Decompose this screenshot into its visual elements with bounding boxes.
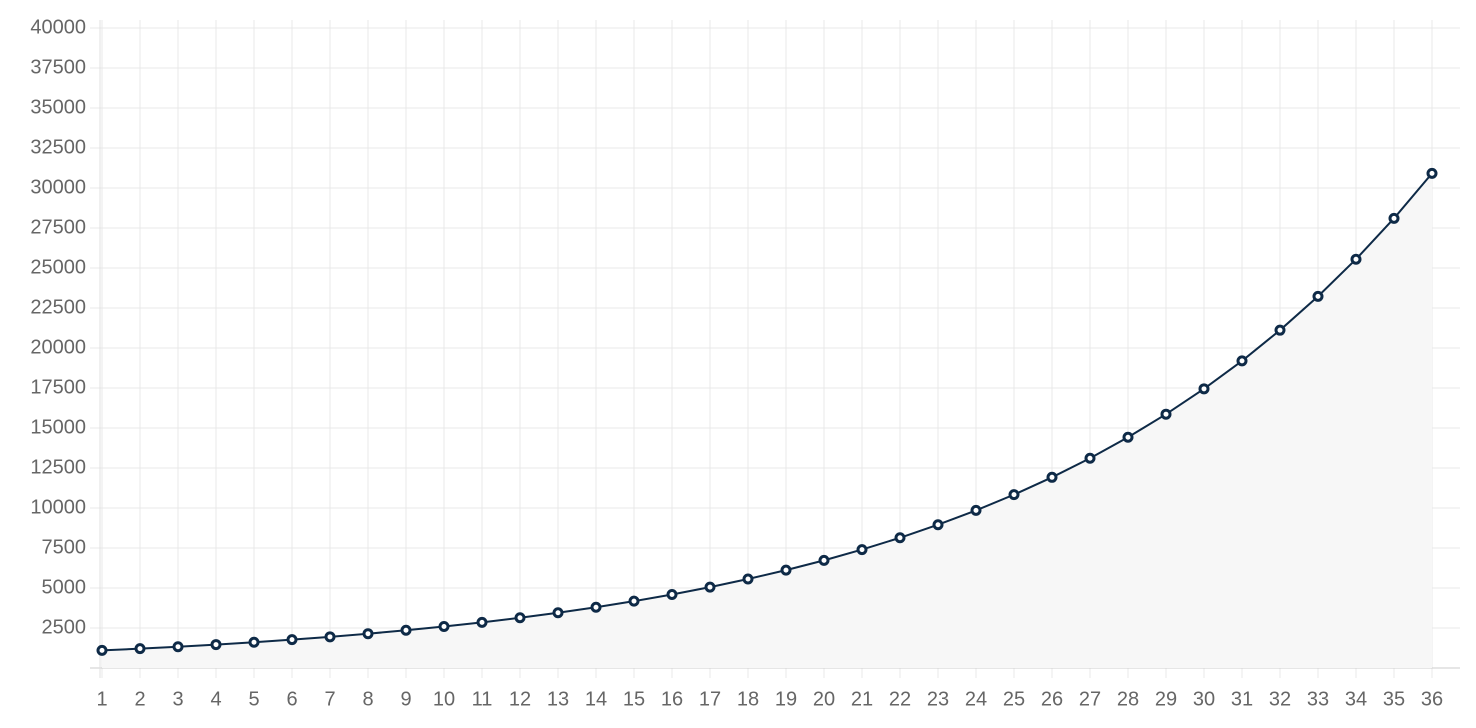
x-tick-label: 1 <box>96 688 107 710</box>
point <box>1122 431 1134 443</box>
point <box>1350 253 1362 265</box>
x-tick-label: 26 <box>1041 688 1063 710</box>
x-tick-label: 6 <box>286 688 297 710</box>
point <box>590 601 602 613</box>
x-tick-label: 30 <box>1193 688 1215 710</box>
y-tick-label: 17500 <box>30 376 86 398</box>
y-tick-label: 2500 <box>42 616 87 638</box>
area <box>102 173 1432 668</box>
x-tick-label: 27 <box>1079 688 1101 710</box>
x-tick-label: 11 <box>472 688 493 710</box>
point <box>628 595 640 607</box>
y-tick-label: 12500 <box>30 456 86 478</box>
y-tick-label: 35000 <box>30 96 86 118</box>
point <box>1046 471 1058 483</box>
x-tick-label: 28 <box>1117 688 1139 710</box>
y-tick-label: 7500 <box>42 536 87 558</box>
point <box>362 628 374 640</box>
point <box>1388 212 1400 224</box>
point <box>552 607 564 619</box>
point <box>742 573 754 585</box>
point <box>96 644 108 656</box>
point <box>894 532 906 544</box>
point <box>1236 355 1248 367</box>
x-tick-label: 8 <box>362 688 373 710</box>
x-tick-label: 18 <box>737 688 759 710</box>
point <box>932 519 944 531</box>
y-tick-label: 10000 <box>30 496 86 518</box>
x-tick-label: 5 <box>248 688 259 710</box>
x-tick-label: 31 <box>1231 688 1253 710</box>
line <box>101 172 1433 652</box>
y-tick-label: 20000 <box>30 336 86 358</box>
point <box>1008 489 1020 501</box>
point <box>286 634 298 646</box>
x-tick-label: 29 <box>1155 688 1177 710</box>
x-tick-label: 13 <box>547 688 569 710</box>
point <box>248 636 260 648</box>
y-tick-label: 40000 <box>30 16 86 38</box>
x-tick-label: 20 <box>813 688 835 710</box>
y-tick-label: 32500 <box>30 136 86 158</box>
x-tick-label: 25 <box>1003 688 1025 710</box>
point <box>438 620 450 632</box>
x-tick-label: 32 <box>1269 688 1291 710</box>
point <box>210 639 222 651</box>
point <box>704 581 716 593</box>
x-tick-label: 33 <box>1307 688 1329 710</box>
x-tick-label: 24 <box>965 688 987 710</box>
point <box>780 564 792 576</box>
x-tick-label: 12 <box>509 688 531 710</box>
point <box>1198 383 1210 395</box>
point <box>172 641 184 653</box>
x-tick-label: 4 <box>210 688 221 710</box>
point <box>400 624 412 636</box>
x-tick-label: 34 <box>1345 688 1367 710</box>
point <box>666 588 678 600</box>
y-tick-label: 5000 <box>42 576 87 598</box>
x-tick-label: 36 <box>1421 688 1443 710</box>
y-tick-label: 15000 <box>30 416 86 438</box>
y-tick-label: 27500 <box>30 216 86 238</box>
point <box>1426 167 1438 179</box>
x-tick-label: 16 <box>661 688 683 710</box>
point <box>514 612 526 624</box>
x-tick-label: 35 <box>1383 688 1405 710</box>
x-tick-label: 19 <box>775 688 797 710</box>
y-tick-label: 30000 <box>30 176 86 198</box>
point <box>1160 408 1172 420</box>
point <box>818 554 830 566</box>
x-tick-label: 21 <box>851 688 873 710</box>
point <box>476 616 488 628</box>
point <box>324 631 336 643</box>
x-tick-label: 3 <box>172 688 183 710</box>
x-tick-label: 9 <box>400 688 411 710</box>
point <box>856 544 868 556</box>
point <box>1084 452 1096 464</box>
x-tick-label: 17 <box>699 688 721 710</box>
y-tick-label: 25000 <box>30 256 86 278</box>
x-tick-label: 14 <box>585 688 607 710</box>
point <box>1312 290 1324 302</box>
point <box>134 643 146 655</box>
point <box>1274 324 1286 336</box>
x-tick-label: 22 <box>889 688 911 710</box>
x-tick-label: 23 <box>927 688 949 710</box>
y-tick-label: 22500 <box>30 296 86 318</box>
y-tick-label: 37500 <box>30 56 86 78</box>
x-tick-label: 15 <box>623 688 645 710</box>
x-tick-label: 7 <box>324 688 335 710</box>
point <box>970 504 982 516</box>
x-tick-label: 2 <box>134 688 145 710</box>
x-tick-label: 10 <box>433 688 455 710</box>
